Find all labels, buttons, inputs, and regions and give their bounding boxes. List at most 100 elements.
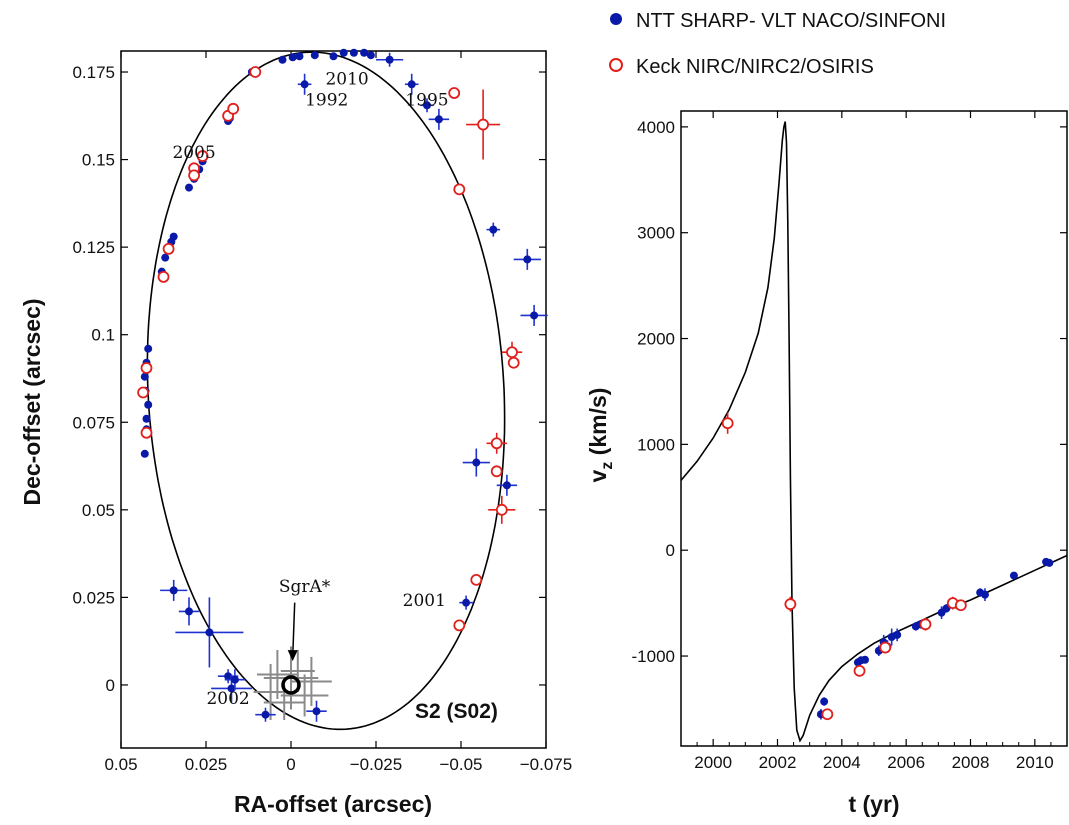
legend-marker-keck <box>609 58 623 72</box>
velocity-keck-point <box>919 618 932 631</box>
orbit-keck-point <box>507 356 520 369</box>
orbit-fit-curve <box>146 51 506 731</box>
orbit-ntt-point <box>140 449 149 458</box>
orbit-ntt-point <box>530 311 539 320</box>
velocity-x-tick-label: 2002 <box>759 753 797 772</box>
orbit-ntt-point <box>502 481 511 490</box>
sgra-arrow-head <box>287 650 298 662</box>
orbit-y-tick-label: 0.025 <box>72 588 115 607</box>
velocity-x-axis-label: t (yr) <box>848 791 899 817</box>
orbit-ntt-point <box>462 598 471 607</box>
orbit-ntt-point <box>142 414 151 423</box>
orbit-ntt-point <box>366 51 375 60</box>
orbit-ntt-point <box>230 675 239 684</box>
orbit-ntt-point <box>423 101 431 110</box>
velocity-chart: 2000 2002 2004 2006 2008 2010 -1000 0 1000 2000 30… <box>585 110 1068 817</box>
velocity-y-tick-label: 1000 <box>637 435 675 454</box>
orbit-x-axis-label: RA-offset (arcsec) <box>234 791 432 817</box>
orbit-ntt-point <box>339 48 348 57</box>
velocity-y-axis-label: vz (km/s) <box>585 388 616 483</box>
velocity-y-tick-label: -1000 <box>632 647 675 666</box>
orbit-keck-point <box>249 66 262 78</box>
orbit-keck-point <box>506 346 518 359</box>
orbit-plot-frame <box>120 50 547 749</box>
velocity-y-tick-label: 2000 <box>637 330 675 349</box>
orbit-ntt-point <box>329 52 338 61</box>
orbit-ntt-point <box>205 628 214 637</box>
orbit-ntt-point <box>144 400 153 409</box>
orbit-keck-point <box>227 102 240 115</box>
velocity-keck-point <box>954 599 967 612</box>
orbit-y-tick-label: 0.175 <box>72 63 115 82</box>
orbit-y-tick-label: 0.15 <box>82 151 115 170</box>
orbit-annotation: 1992 <box>305 90 348 110</box>
orbit-ntt-point <box>434 115 443 124</box>
orbit-keck-point <box>157 271 170 283</box>
orbit-keck-point <box>188 169 201 182</box>
orbit-annotation: 1995 <box>405 90 448 110</box>
orbit-y-tick-label: 0 <box>106 676 115 695</box>
velocity-x-tick-label: 2008 <box>952 753 990 772</box>
orbit-ntt-point <box>523 255 532 264</box>
orbit-ntt-point <box>310 51 319 60</box>
legend-label-keck: Keck NIRC/NIRC2/OSIRIS <box>636 56 874 78</box>
velocity-x-tick-label: 2004 <box>823 753 861 772</box>
orbit-x-tick-label: −0.05 <box>439 755 482 774</box>
panel-label: S2 (S02) <box>415 700 498 723</box>
orbit-keck-point <box>490 465 503 478</box>
orbit-ntt-point <box>261 710 270 719</box>
orbit-y-axis-label: Dec-offset (arcsec) <box>19 298 45 505</box>
velocity-ntt-point <box>820 697 829 706</box>
orbit-keck-point <box>495 503 508 516</box>
orbit-keck-point <box>448 87 461 99</box>
orbit-chart: 0.05 0.025 0 −0.025 −0.05 −0.075 0 0.025 0.05 0.0… <box>19 48 572 817</box>
velocity-keck-point <box>821 708 834 721</box>
velocity-ntt-point <box>980 590 989 599</box>
orbit-annotation: SgrA* <box>279 577 331 597</box>
legend-marker-ntt <box>610 13 622 25</box>
velocity-ntt-point <box>893 630 902 639</box>
orbit-keck-point <box>453 619 466 632</box>
orbit-x-tick-label: −0.075 <box>520 755 572 774</box>
orbit-ntt-point <box>385 55 394 64</box>
velocity-ntt-point <box>1045 558 1054 567</box>
velocity-keck-point <box>853 664 866 677</box>
orbit-keck-point <box>196 150 209 162</box>
orbit-y-tick-label: 0.125 <box>72 238 115 257</box>
orbit-x-tick-label: −0.025 <box>350 755 402 774</box>
orbit-y-tick-label: 0.1 <box>91 326 115 345</box>
velocity-keck-point <box>784 598 797 611</box>
velocity-ntt-point <box>860 655 869 664</box>
velocity-y-tick-label: 4000 <box>637 118 675 137</box>
orbit-keck-point <box>140 362 153 374</box>
legend-label-ntt: NTT SHARP- VLT NACO/SINFONI <box>636 10 946 32</box>
legend: NTT SHARP- VLT NACO/SINFONI Keck NIRC/NI… <box>609 10 946 78</box>
orbit-annotation: 2010 <box>325 69 368 89</box>
orbit-ntt-point <box>360 48 369 57</box>
velocity-x-tick-label: 2006 <box>887 753 925 772</box>
orbit-keck-point <box>470 573 483 586</box>
velocity-y-tick-label: 0 <box>666 541 675 560</box>
orbit-annotation: 2001 <box>403 591 446 611</box>
orbit-ntt-point <box>278 55 287 64</box>
orbit-ntt-point <box>227 684 236 693</box>
orbit-annotation: 2005 <box>172 143 215 163</box>
orbit-x-tick-label: 0 <box>286 755 295 774</box>
orbit-annotation: 2002 <box>206 689 249 709</box>
orbit-ntt-point <box>349 48 358 57</box>
velocity-keck-point <box>879 641 892 654</box>
orbit-keck-point <box>140 426 153 439</box>
orbit-keck-point <box>137 386 150 399</box>
orbit-keck-point <box>162 242 175 255</box>
orbit-ntt-point <box>288 53 297 62</box>
velocity-ntt-point <box>1009 571 1018 580</box>
orbit-x-tick-label: 0.05 <box>104 755 137 774</box>
orbit-ntt-point <box>407 80 416 89</box>
orbit-ntt-point <box>295 52 304 61</box>
orbit-y-tick-label: 0.05 <box>82 501 115 520</box>
velocity-model-curve <box>680 121 1068 743</box>
velocity-keck-point <box>721 417 734 430</box>
orbit-ntt-point <box>140 372 149 381</box>
orbit-ntt-point <box>185 607 193 616</box>
